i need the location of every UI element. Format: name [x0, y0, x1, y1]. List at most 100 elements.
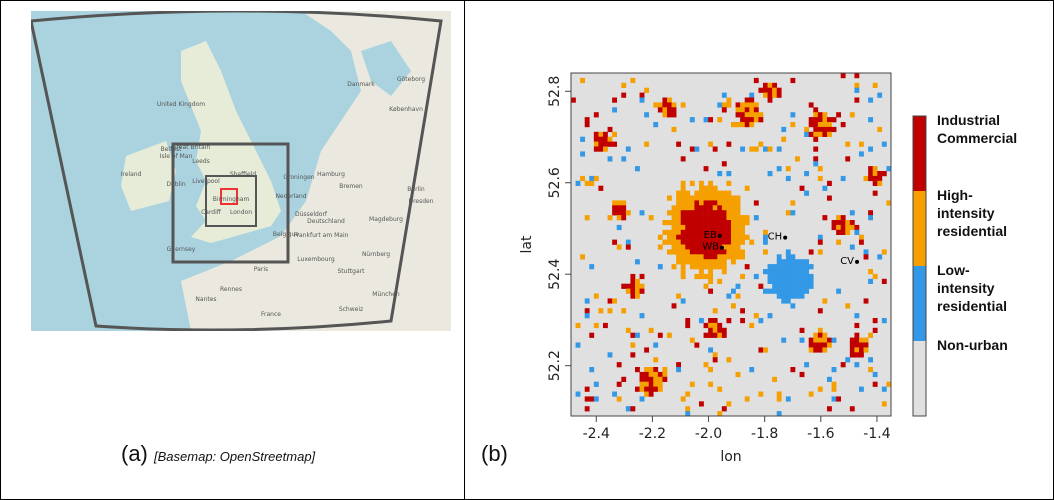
raster-cell — [721, 332, 727, 338]
raster-cell — [671, 249, 677, 255]
raster-cell — [740, 146, 746, 152]
raster-cell — [817, 112, 823, 118]
raster-cell — [685, 249, 691, 255]
raster-cell — [607, 136, 613, 142]
raster-cell — [731, 220, 736, 226]
raster-cell — [671, 224, 677, 231]
raster-cell — [836, 229, 842, 235]
legend-swatch — [913, 266, 926, 341]
y-tick-label: 52.2 — [547, 350, 563, 381]
raster-cell — [767, 146, 773, 152]
raster-cell — [685, 234, 691, 240]
raster-cell — [813, 126, 819, 133]
raster-cell — [795, 278, 800, 284]
raster-cell — [772, 92, 778, 98]
raster-cell — [671, 112, 677, 118]
raster-cell — [854, 224, 860, 231]
place-label: Danmark — [347, 81, 375, 88]
raster-cell — [717, 205, 723, 211]
raster-cell — [625, 327, 631, 333]
raster-cell — [694, 244, 700, 250]
raster-cell — [872, 381, 878, 387]
raster-cell — [689, 205, 695, 211]
raster-cell — [721, 215, 727, 221]
raster-cell — [845, 303, 851, 309]
raster-cell — [763, 146, 768, 152]
raster-cell — [735, 112, 741, 118]
raster-cell — [717, 264, 723, 270]
raster-cell — [676, 249, 682, 255]
raster-cell — [822, 332, 828, 338]
raster-cell — [703, 239, 709, 245]
raster-cell — [676, 229, 682, 235]
raster-cell — [653, 367, 659, 373]
raster-cell — [703, 224, 709, 231]
raster-cell — [598, 136, 604, 142]
raster-cell — [621, 92, 627, 98]
raster-cell — [740, 102, 746, 108]
raster-cell — [694, 200, 700, 206]
raster-cell — [598, 146, 604, 152]
raster-cell — [680, 205, 686, 211]
place-label: Ireland — [121, 171, 142, 178]
raster-cell — [703, 166, 709, 172]
place-label: Frankfurt am Main — [294, 232, 349, 239]
raster-cell — [731, 200, 736, 206]
place-label: München — [372, 291, 400, 298]
raster-cell — [708, 288, 714, 294]
legend-frame — [912, 115, 927, 417]
raster-cell — [817, 327, 823, 333]
raster-cell — [685, 224, 691, 231]
raster-cell — [859, 352, 864, 358]
raster-cell — [877, 171, 883, 177]
raster-cell — [822, 131, 828, 137]
raster-cell — [726, 254, 732, 260]
raster-cell — [580, 175, 586, 182]
credit: [Basemap: OpenStreetmap] — [154, 449, 316, 464]
raster-cell — [680, 180, 686, 186]
raster-cell — [836, 239, 842, 245]
domain-4 — [220, 188, 238, 205]
raster-cell — [657, 381, 663, 387]
raster-cell — [735, 371, 741, 378]
raster-cell — [584, 308, 590, 314]
raster-cell — [630, 273, 636, 280]
raster-cell — [712, 332, 718, 338]
raster-cell — [854, 352, 860, 358]
raster-cell — [776, 273, 782, 280]
raster-cell — [703, 332, 709, 338]
raster-cell — [795, 156, 800, 162]
raster-cell — [635, 278, 640, 284]
raster-cell — [717, 278, 723, 284]
raster-cell — [689, 215, 695, 221]
raster-cell — [868, 269, 874, 275]
raster-cell — [699, 224, 704, 231]
raster-cell — [749, 322, 755, 329]
raster-cell — [671, 107, 677, 113]
raster-cell — [767, 82, 773, 88]
raster-cell — [712, 244, 718, 250]
raster-cell — [635, 288, 640, 294]
raster-cell — [671, 229, 677, 235]
raster-cell — [877, 175, 883, 182]
raster-cell — [708, 180, 714, 186]
site-label: WB — [702, 242, 719, 253]
raster-cell — [584, 298, 590, 304]
raster-cell — [630, 406, 636, 412]
raster-cell — [785, 259, 791, 265]
raster-cell — [712, 322, 718, 329]
raster-cell — [589, 332, 595, 338]
raster-cell — [721, 224, 727, 231]
raster-cell — [767, 269, 773, 275]
raster-cell — [877, 180, 883, 186]
raster-cell — [726, 249, 732, 255]
raster-cell — [772, 283, 778, 289]
raster-cell — [721, 264, 727, 270]
raster-cell — [671, 215, 677, 221]
raster-cell — [776, 146, 782, 152]
raster-cell — [744, 264, 750, 270]
raster-cell — [740, 117, 746, 123]
raster-cell — [726, 102, 732, 108]
site-point — [717, 233, 722, 238]
raster-cell — [753, 107, 759, 113]
